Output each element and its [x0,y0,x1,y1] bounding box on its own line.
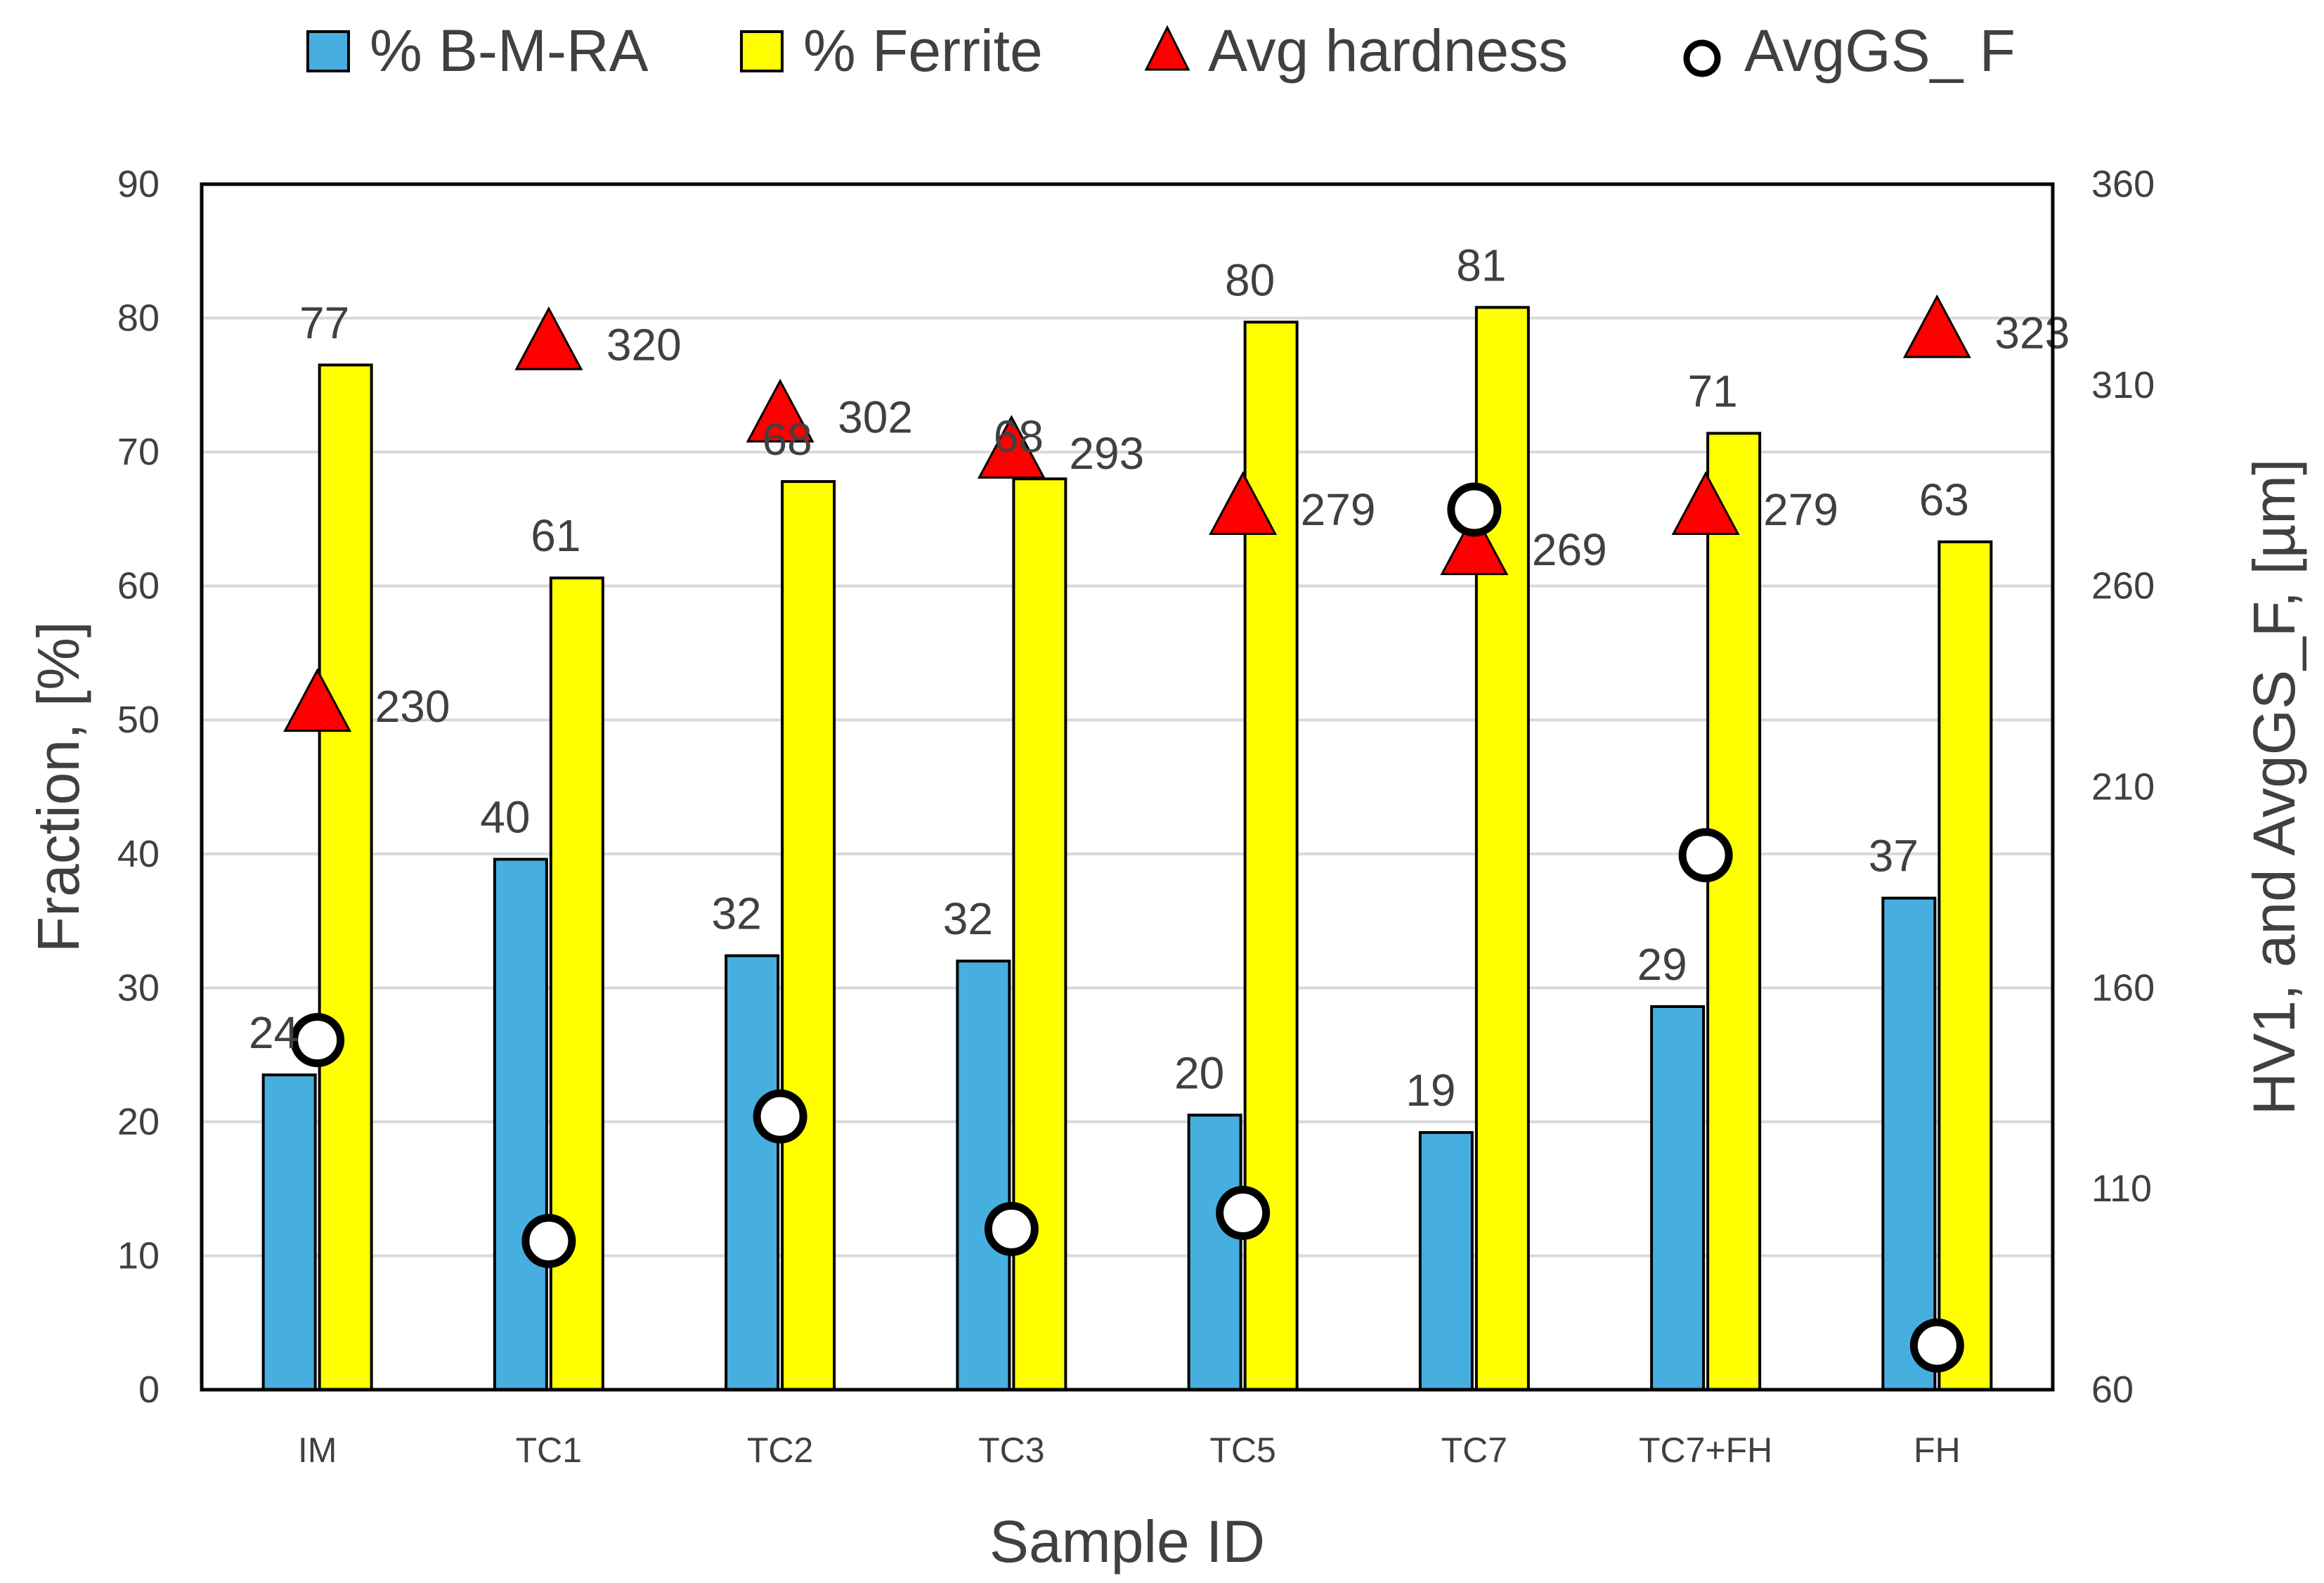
hardness-marker [1440,511,1509,576]
legend-triangle-marker [1144,25,1190,71]
y-tick-label: 80 [117,297,160,340]
bar-data-label: 80 [1225,254,1275,305]
hardness-marker [1209,471,1278,535]
y-tick-label: 60 [117,565,160,607]
bar [956,960,1011,1391]
bar [493,858,548,1391]
hardness-data-label: 323 [1994,308,2070,358]
bar-data-label: 19 [1406,1065,1455,1116]
bar-data-label: 20 [1174,1047,1224,1098]
hardness-data-label: 279 [1301,484,1376,535]
x-tick-label: TC7 [1441,1430,1507,1470]
hardness-data-label: 230 [375,681,450,732]
bar-data-label: 24 [249,1007,299,1058]
bar-data-label: 40 [480,792,530,842]
y-tick-label: 30 [117,967,160,1009]
x-axis-title: Sample ID [989,1508,1265,1575]
hardness-marker [283,668,352,732]
bar-data-label: 32 [943,893,993,944]
legend-label: Avg hardness [1208,18,1568,84]
hardness-data-label: 269 [1532,524,1607,575]
legend: % B-M-RA % Ferrite Avg hardness AvgGS_ F [306,18,2015,84]
grain-size-marker [521,1213,576,1268]
hardness-marker [746,378,814,443]
legend-swatch [740,30,784,72]
y-tick-label: 20 [117,1101,160,1143]
x-tick-label: TC7+FH [1639,1430,1772,1470]
y-right-tick-label: 310 [2091,364,2155,406]
plot-frame [200,182,2055,1392]
grain-size-marker [1216,1185,1271,1240]
y-tick-label: 70 [117,431,160,473]
hardness-marker [514,306,583,370]
y-right-tick-label: 60 [2091,1369,2134,1411]
bar [1706,432,1762,1391]
markers [283,294,1971,1373]
x-tick-label: TC3 [978,1430,1044,1470]
bar-data-label: 32 [712,889,762,939]
y-right-tick-label: 360 [2091,163,2155,205]
hardness-data-label: 279 [1763,484,1838,535]
bar-data-label: 81 [1456,240,1506,290]
bar-data-label: 71 [1688,366,1738,416]
bar [1187,1113,1242,1391]
hardness-data-label: 302 [838,392,913,443]
grain-size-marker [1678,828,1733,883]
bar [1418,1131,1474,1391]
y-tick-label: 90 [117,163,160,205]
bar [1650,1005,1706,1391]
legend-label: % Ferrite [803,18,1043,84]
grain-size-marker [984,1201,1039,1256]
bar [781,480,836,1391]
x-tick-label: IM [298,1430,337,1470]
y-right-tick-label: 160 [2091,967,2155,1009]
x-tick-label: FH [1914,1430,1961,1470]
bar-data-label: 29 [1637,939,1687,990]
y-tick-label: 0 [138,1369,160,1411]
bar-data-label: 68 [762,414,812,465]
hardness-data-label: 320 [606,320,682,370]
legend-label: AvgGS_ F [1744,18,2015,84]
x-tick-label: TC2 [747,1430,813,1470]
x-tick-label: TC5 [1209,1430,1275,1470]
bar-data-label: 77 [299,297,349,348]
bar-data-label: 68 [994,411,1044,462]
legend-circle-marker [1683,39,1721,77]
hardness-marker [1902,294,1971,358]
grain-size-marker [290,1013,345,1068]
bar-data-label: 37 [1869,831,1919,881]
hardness-data-label: 293 [1069,428,1144,479]
hardness-marker [1671,471,1740,535]
bar [1937,540,1993,1391]
x-tick-label: TC1 [516,1430,582,1470]
y-tick-label: 40 [117,833,160,875]
left-axis-ticks: 0 10 20 30 40 50 60 70 80 90 [117,163,160,1411]
grain-size-marker [753,1089,807,1144]
bar [1474,306,1530,1391]
bar [318,363,373,1391]
bar [549,576,604,1392]
right-axis-ticks: 60 110 160 210 260 310 360 [2091,163,2155,1411]
bar [261,1073,317,1391]
legend-label: % B-M-RA [370,18,649,84]
bar-data-label: 63 [1919,474,1969,525]
grain-size-marker [1909,1318,1964,1373]
data-labels: 24 40 32 32 20 19 29 37 77 61 68 68 80 81 71 63 230 320 30… [249,240,2070,1116]
legend-swatch [306,30,350,72]
y-tick-label: 10 [117,1234,160,1277]
y-right-tick-label: 110 [2091,1168,2152,1210]
y-right-tick-label: 210 [2091,766,2155,808]
hardness-marker [977,415,1046,479]
y-right-tick-label: 260 [2091,565,2155,607]
y-axis-right-title: HV1, and AvgGS_F, [µm] [2241,459,2307,1116]
category-ticks: IM TC1 TC2 TC3 TC5 TC7 TC7+FH FH [298,1430,1961,1470]
y-tick-label: 50 [117,699,160,741]
bar [1881,896,1937,1391]
y-axis-title: Fraction, [%] [25,621,91,952]
grain-size-marker [1447,482,1502,537]
bar-data-label: 61 [531,510,580,561]
bar [725,954,780,1391]
